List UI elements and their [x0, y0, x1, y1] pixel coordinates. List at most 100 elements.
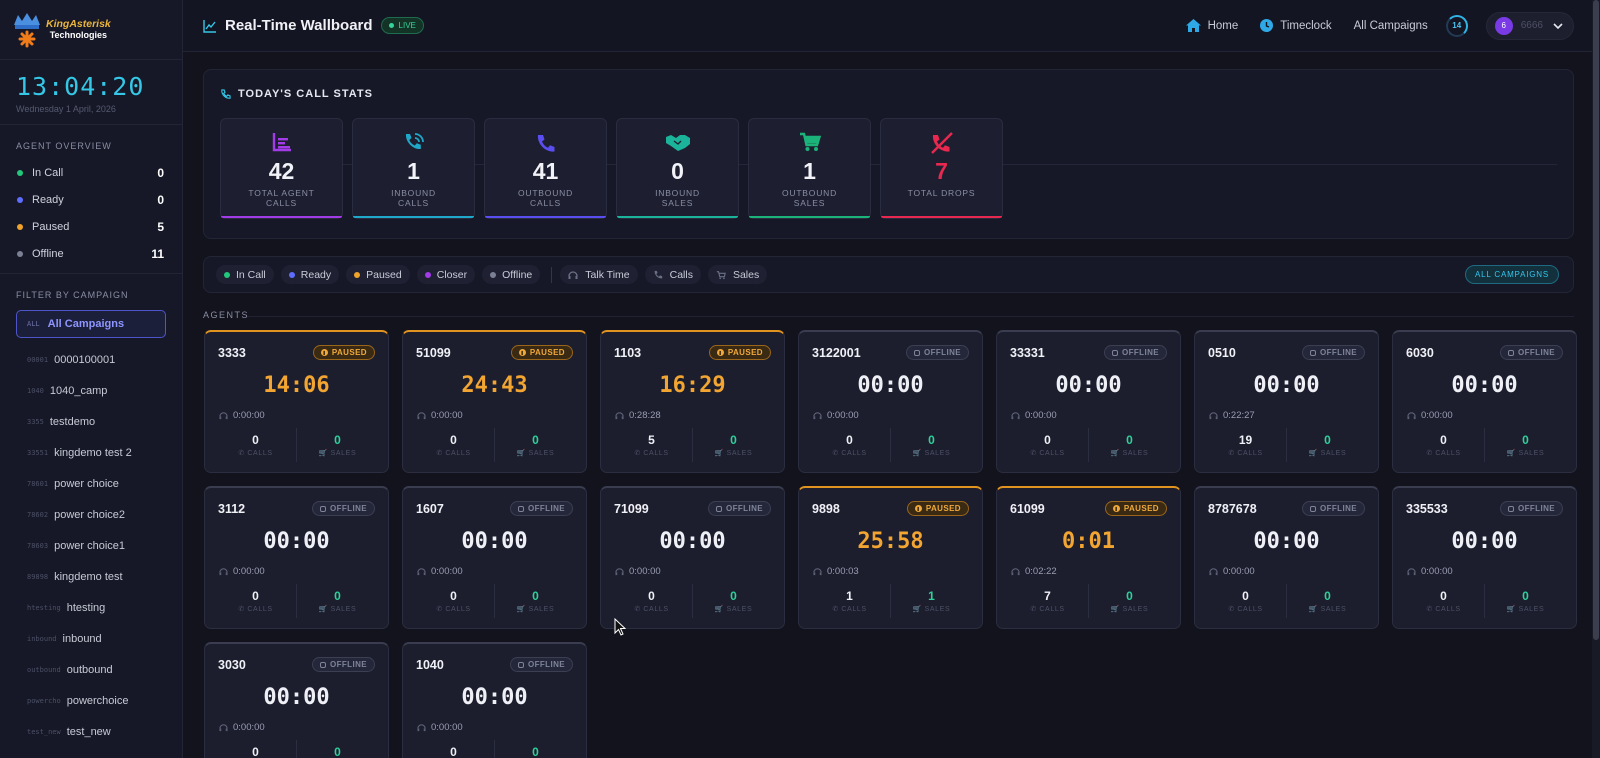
calls-count: 0 [450, 589, 457, 603]
campaign-item[interactable]: powercho powerchoice [0, 685, 182, 716]
agent-card[interactable]: 6030 OFFLINE 00:00 0:00:00 0 ✆ CALLS 0 🛒 SALES [1392, 330, 1577, 473]
status-label: OFFLINE [1319, 348, 1357, 357]
nav-home[interactable]: Home [1185, 19, 1238, 32]
headset-icon [1407, 411, 1421, 420]
agent-card[interactable]: 8787678 OFFLINE 00:00 0:00:00 0 ✆ CALLS 0 🛒 SAL… [1194, 486, 1379, 629]
talk-time: 0:00:00 [615, 566, 661, 577]
nav-all-campaigns[interactable]: All Campaigns [1354, 20, 1428, 32]
legend-ready: Ready [280, 265, 340, 284]
campaign-item[interactable]: 00001 0000100001 [0, 344, 182, 375]
campaign-item[interactable]: 1040 1040_camp [0, 375, 182, 406]
talk-time: 0:00:00 [1407, 566, 1453, 577]
agent-card[interactable]: 33331 OFFLINE 00:00 0:00:00 0 ✆ CALLS 0 🛒 SALES [996, 330, 1181, 473]
campaign-item[interactable]: inbound inbound [0, 623, 182, 654]
scrollbar-thumb[interactable] [1593, 0, 1599, 640]
status-timer: 00:00 [1055, 373, 1122, 398]
agent-card[interactable]: 3122001 OFFLINE 00:00 0:00:00 0 ✆ CALLS 0 🛒 SAL… [798, 330, 983, 473]
agent-extension: 3112 [218, 502, 246, 516]
agent-extension: 33331 [1010, 346, 1045, 360]
all-campaigns-button[interactable]: ALL CAMPAIGNS [1465, 265, 1559, 284]
status-timer: 0:01 [1062, 529, 1115, 554]
campaign-item[interactable]: 78603 power choice1 [0, 530, 182, 561]
agent-card[interactable]: 9898 ❚ PAUSED 25:58 0:00:03 1 ✆ CALLS 1 🛒 SALES [798, 486, 983, 629]
agent-card[interactable]: 1607 OFFLINE 00:00 0:00:00 0 ✆ CALLS 0 🛒 SALES [402, 486, 587, 629]
agent-extension: 1040 [416, 658, 444, 672]
status-label: PAUSED [529, 348, 565, 357]
campaign-item[interactable]: htesting htesting [0, 592, 182, 623]
nav-campaigns-label: All Campaigns [1353, 19, 1428, 32]
headset-icon [1011, 567, 1025, 576]
campaign-item[interactable]: 78601 power choice [0, 468, 182, 499]
calls-count: 5 [648, 433, 655, 447]
calls-label: ✆ CALLS [832, 606, 867, 613]
status-badge: OFFLINE [905, 345, 969, 360]
talk-time: 0:00:00 [1209, 566, 1255, 577]
agent-card[interactable]: 71099 OFFLINE 00:00 0:00:00 0 ✆ CALLS 0 🛒 SALES [600, 486, 785, 629]
sales-label: 🛒 SALES [912, 450, 951, 457]
sales-count: 0 [532, 589, 539, 603]
agent-card[interactable]: 1103 ❚ PAUSED 16:29 0:28:28 5 ✆ CALLS 0 🛒 SALES [600, 330, 785, 473]
campaign-code: test_new [27, 727, 61, 736]
talk-time: 0:00:00 [219, 722, 265, 733]
campaign-item[interactable]: 78602 power choice2 [0, 499, 182, 530]
calls-metric: 5 ✆ CALLS [611, 428, 692, 462]
status-timer: 24:43 [461, 373, 528, 398]
overview-label: Offline [32, 247, 64, 260]
agent-card[interactable]: 3333 ❚ PAUSED 14:06 0:00:00 0 ✆ CALLS 0 🛒 SALES [204, 330, 389, 473]
stat-label: INBOUND SALES [655, 188, 700, 208]
overview-label-group: Offline [17, 248, 64, 260]
headset-icon [1209, 567, 1223, 576]
pause-icon: ❚ [518, 349, 526, 356]
overview-label-group: Paused [17, 221, 69, 233]
calls-count: 0 [846, 433, 853, 447]
overview-row-offline: Offline 11 [0, 240, 182, 267]
status-timer: 00:00 [461, 529, 528, 554]
headset-icon [813, 411, 827, 420]
sales-metric: 0🛒 SALES [296, 740, 378, 758]
sales-label-text: SALES [528, 450, 555, 457]
pause-icon: ❚ [716, 349, 724, 356]
user-menu[interactable]: 6 6666 [1485, 11, 1574, 40]
sales-metric: 0🛒 SALES [494, 740, 576, 758]
agent-metrics: 1 ✆ CALLS 1 🛒 SALES [809, 584, 972, 618]
nav-timeclock[interactable]: Timeclock [1260, 19, 1332, 32]
calls-count: 19 [1238, 433, 1253, 447]
calls-count: 7 [1044, 589, 1051, 603]
talk-time-value: 0:00:00 [431, 722, 463, 733]
campaign-item[interactable]: 3355 testdemo [0, 406, 182, 437]
calls-label-text: CALLS [445, 606, 471, 613]
overview-label-group: Ready [17, 194, 64, 206]
calls-metric: 0 ✆ CALLS [215, 584, 296, 618]
phone-icon [221, 88, 231, 99]
scrollbar[interactable] [1592, 0, 1600, 758]
status-badge: OFFLINE [509, 501, 573, 516]
agent-card[interactable]: 335533 OFFLINE 00:00 0:00:00 0 ✆ CALLS 0 🛒 SALE… [1392, 486, 1577, 629]
agent-card[interactable]: 0510 OFFLINE 00:00 0:22:27 19 ✆ CALLS 0 🛒 SALES [1194, 330, 1379, 473]
home-icon [1185, 19, 1201, 32]
sales-metric: 0🛒 SALES [1286, 428, 1368, 462]
agent-card[interactable]: 3112 OFFLINE 00:00 0:00:00 0 ✆ CALLS 0 🛒 SALES [204, 486, 389, 629]
campaign-item[interactable]: test_new test_new [0, 716, 182, 747]
talk-time: 0:00:00 [417, 722, 463, 733]
mouse-cursor-icon [614, 618, 626, 636]
campaign-label: inbound [62, 632, 102, 645]
campaign-item[interactable]: 89898 kingdemo test [0, 561, 182, 592]
status-badge: OFFLINE [707, 501, 771, 516]
campaign-filter-all[interactable]: ALL All Campaigns [16, 310, 166, 338]
status-dot [354, 271, 361, 278]
calls-label: ✆ CALLS [1030, 450, 1065, 457]
brand-logo[interactable]: KingAsterisk Technologies [0, 0, 182, 60]
calls-count: 0 [450, 433, 457, 447]
calls-metric: 0 ✆ CALLS [413, 584, 494, 618]
agent-card[interactable]: 61099 ❚ PAUSED 0:01 0:02:22 7 ✆ CALLS 0 🛒 SALES [996, 486, 1181, 629]
campaign-item[interactable]: outbound outbound [0, 654, 182, 685]
campaign-item[interactable]: 33551 kingdemo test 2 [0, 437, 182, 468]
agent-card[interactable]: 51099 ❚ PAUSED 24:43 0:00:00 0 ✆ CALLS 0 🛒 SALES [402, 330, 587, 473]
legend-talk-time: Talk Time [560, 265, 638, 284]
overview-count: 11 [151, 246, 164, 261]
campaign-list: 00001 0000100001 1040 1040_camp 3355 testdemo… [0, 344, 182, 747]
